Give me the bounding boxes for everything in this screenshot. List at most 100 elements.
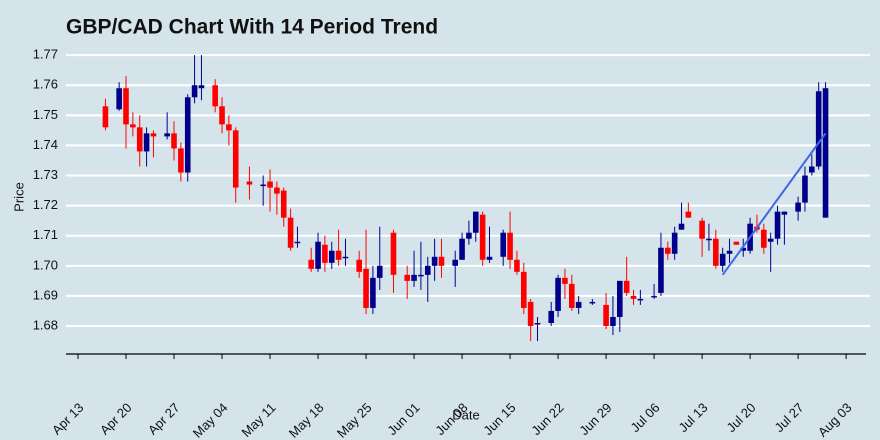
candle-body	[761, 229, 767, 248]
candle-body	[411, 274, 417, 281]
candle-body	[267, 181, 273, 188]
candle-body	[706, 238, 712, 241]
candle-body	[815, 91, 822, 167]
candle-body	[424, 265, 431, 275]
candle-body	[713, 238, 719, 266]
candle-body	[370, 277, 376, 308]
candle-body	[246, 181, 253, 185]
candle-body	[404, 274, 410, 281]
x-tick-label: May 11	[239, 400, 279, 440]
candle-body	[466, 232, 472, 239]
candle-body	[452, 259, 458, 266]
candle-body	[123, 88, 129, 125]
x-tick-label: May 04	[190, 400, 231, 440]
candle-body	[658, 247, 664, 293]
chart-title: GBP/CAD Chart With 14 Period Trend	[66, 16, 438, 39]
candle-body	[356, 259, 362, 272]
candle-body	[486, 256, 493, 260]
y-tick-label: 1.72	[33, 197, 58, 212]
candle-body	[603, 304, 609, 327]
x-tick-label: Apr 20	[97, 400, 135, 438]
candle-body	[534, 322, 541, 325]
candle-body	[171, 133, 177, 149]
candle-body	[500, 232, 507, 257]
y-tick-label: 1.74	[33, 137, 58, 152]
candle-body	[671, 232, 678, 254]
candle-body	[280, 190, 287, 218]
candle-body	[802, 175, 808, 203]
candle-body	[342, 256, 349, 259]
candle-body	[678, 223, 685, 230]
candle-body	[376, 265, 383, 278]
candle-body	[260, 184, 266, 187]
x-tick-label: Apr 13	[49, 400, 87, 438]
candle-body	[287, 217, 294, 248]
candle-body	[274, 187, 280, 194]
candle-body	[809, 166, 815, 173]
candle-body	[685, 211, 692, 218]
x-tick-label: Jul 27	[772, 400, 807, 435]
x-tick-label: Jun 29	[576, 400, 614, 438]
candle-body	[178, 148, 184, 173]
candle-body	[136, 127, 143, 152]
candle-body	[767, 238, 774, 242]
x-tick-label: May 18	[286, 400, 327, 440]
candle-body	[795, 202, 801, 212]
candle-body	[198, 85, 205, 89]
candle-body	[637, 298, 644, 301]
candle-body	[555, 277, 561, 311]
candle-body	[699, 220, 705, 239]
candle-body	[322, 244, 328, 263]
candle-body	[438, 256, 445, 266]
candle-body	[232, 130, 239, 188]
candle-body	[623, 280, 630, 293]
y-tick-label: 1.75	[33, 107, 58, 122]
candle-body	[130, 124, 136, 128]
x-axis-label: Date	[452, 407, 479, 422]
candle-body	[308, 259, 314, 269]
candle-body	[191, 85, 198, 98]
candle-body	[226, 124, 232, 131]
candle-body	[472, 211, 479, 233]
candle-body	[102, 106, 109, 128]
x-tick-label: Jun 15	[480, 400, 518, 438]
candle-body	[733, 241, 740, 245]
candle-body	[527, 301, 534, 327]
y-tick-label: 1.71	[33, 227, 58, 242]
candle-body	[315, 241, 321, 269]
candle-body	[390, 232, 397, 275]
candle-body	[616, 280, 623, 317]
x-tick-label: Jun 22	[528, 400, 566, 438]
x-tick-label: Jul 13	[675, 400, 710, 435]
candle-body	[418, 274, 424, 277]
candle-body	[212, 85, 218, 107]
y-axis-label: Price	[11, 182, 26, 212]
candle-body	[630, 295, 637, 299]
x-tick-label: May 25	[334, 400, 375, 440]
candle-body	[726, 250, 733, 254]
candle-body	[459, 238, 465, 260]
candle-body	[589, 301, 596, 304]
x-tick-label: Jun 01	[384, 400, 422, 438]
candle-body	[150, 133, 157, 137]
y-tick-label: 1.69	[33, 287, 58, 302]
candle-body	[568, 283, 575, 308]
candle-body	[431, 256, 438, 266]
x-tick-label: Aug 03	[815, 400, 855, 440]
candle-body	[740, 247, 747, 251]
candle-body	[335, 250, 342, 260]
candle-body	[164, 133, 170, 137]
candle-body	[548, 310, 555, 323]
candle-body	[143, 133, 150, 152]
y-tick-label: 1.77	[33, 47, 58, 62]
candle-body	[575, 301, 582, 308]
candle-body	[219, 106, 225, 125]
candle-body	[520, 271, 527, 308]
candle-body	[665, 247, 671, 254]
y-tick-label: 1.70	[33, 257, 58, 272]
candle-body	[562, 277, 568, 284]
candle-body	[514, 259, 520, 272]
candle-body	[651, 295, 657, 298]
y-tick-label: 1.68	[33, 317, 58, 332]
